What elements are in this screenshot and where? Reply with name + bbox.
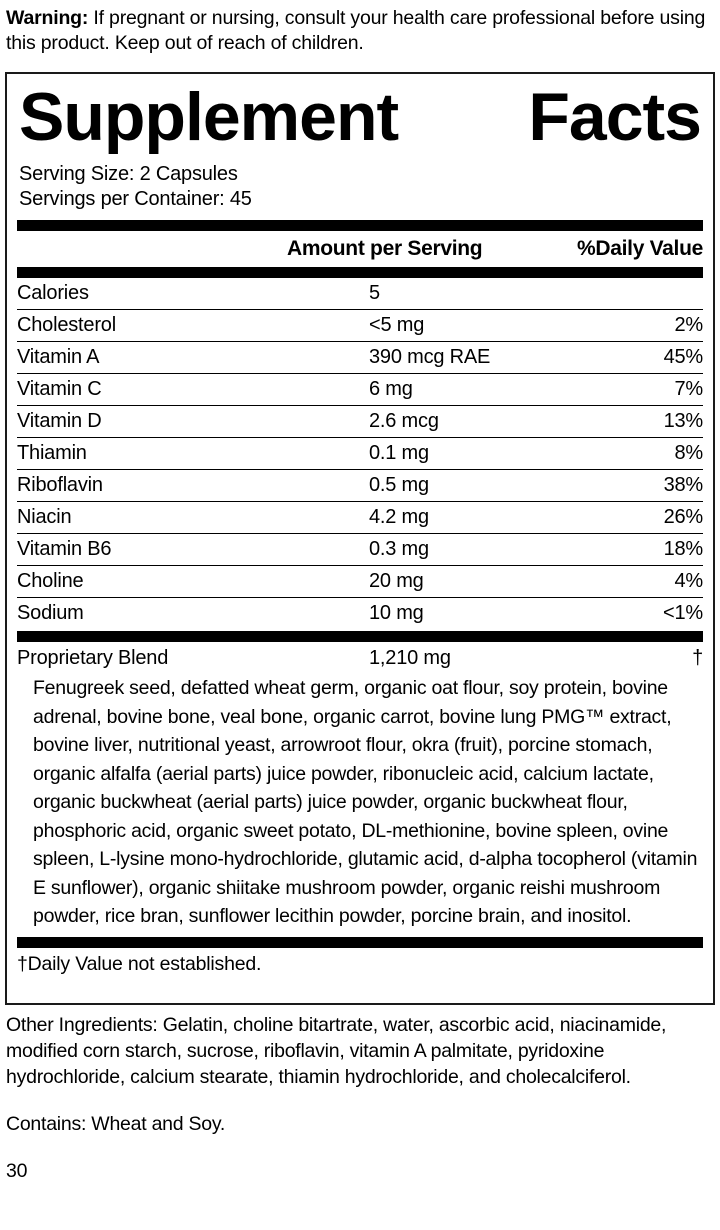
table-header-row: Amount per Serving %Daily Value [15, 231, 705, 267]
nutrient-amount: 0.3 mg [369, 538, 429, 560]
nutrient-name: Vitamin C [17, 378, 102, 400]
rule-above-footnote [17, 936, 703, 948]
other-ingredients: Other Ingredients: Gelatin, choline bita… [6, 1014, 667, 1088]
nutrient-name: Vitamin A [17, 346, 100, 368]
nutrient-daily-value: 18% [663, 538, 704, 560]
nutrient-daily-value: 4% [674, 570, 703, 592]
warning-text: If pregnant or nursing, consult your hea… [6, 7, 706, 54]
proprietary-blend-row: Proprietary Blend 1,210 mg † [15, 642, 705, 674]
table-row: Niacin 4.2 mg 26% [15, 502, 705, 533]
nutrient-amount: 0.5 mg [369, 474, 429, 496]
table-row: Choline 20 mg 4% [15, 566, 705, 597]
row-divider [17, 501, 703, 502]
below-panel-text: Other Ingredients: Gelatin, choline bita… [6, 1012, 716, 1184]
nutrient-daily-value: 8% [674, 442, 703, 464]
nutrient-amount: 2.6 mcg [369, 410, 439, 432]
nutrient-amount: 6 mg [369, 378, 413, 400]
nutrient-amount: 0.1 mg [369, 442, 429, 464]
table-row: Sodium 10 mg <1% [15, 598, 705, 629]
nutrient-name: Sodium [17, 602, 84, 624]
proprietary-blend-amount: 1,210 mg [369, 647, 451, 669]
row-divider [17, 597, 703, 598]
row-divider [17, 405, 703, 406]
page-number: 30 [6, 1160, 28, 1182]
nutrient-daily-value: <1% [663, 602, 703, 624]
warning-label: Warning: [6, 7, 89, 29]
nutrient-daily-value: 2% [674, 314, 703, 336]
row-divider [17, 373, 703, 374]
nutrient-daily-value: 7% [674, 378, 703, 400]
panel-title-word-facts: Facts [528, 79, 702, 155]
row-divider [17, 309, 703, 310]
table-row: Vitamin A 390 mcg RAE 45% [15, 342, 705, 373]
row-divider [17, 341, 703, 342]
nutrient-amount: <5 mg [369, 314, 425, 336]
nutrient-name: Niacin [17, 506, 72, 528]
nutrient-name: Thiamin [17, 442, 87, 464]
row-divider [17, 469, 703, 470]
header-amount-per-serving: Amount per Serving [287, 237, 483, 260]
panel-title: Supplement Facts [15, 74, 705, 156]
nutrient-table-body: Calories 5 Cholesterol <5 mg 2% Vitamin A 390 … [15, 278, 705, 629]
daily-value-footnote: †Daily Value not established. [17, 952, 262, 975]
table-row: Vitamin D 2.6 mcg 13% [15, 406, 705, 437]
nutrient-daily-value: 26% [663, 506, 704, 528]
header-spacer [17, 234, 287, 264]
warning-statement: Warning: If pregnant or nursing, consult… [6, 6, 714, 56]
table-row: Riboflavin 0.5 mg 38% [15, 470, 705, 501]
nutrient-amount: 20 mg [369, 570, 424, 592]
table-row: Thiamin 0.1 mg 8% [15, 438, 705, 469]
table-row: Vitamin C 6 mg 7% [15, 374, 705, 405]
nutrient-amount: 4.2 mg [369, 506, 429, 528]
table-row: Vitamin B6 0.3 mg 18% [15, 534, 705, 565]
nutrient-amount: 390 mcg RAE [369, 346, 491, 368]
panel-title-word-supplement: Supplement [19, 79, 399, 155]
nutrient-amount: 5 [369, 282, 380, 304]
table-row: Calories 5 [15, 278, 705, 309]
row-divider [17, 437, 703, 438]
proprietary-blend-ingredients: Fenugreek seed, defatted wheat germ, org… [33, 677, 698, 927]
nutrient-name: Calories [17, 282, 89, 304]
row-divider [17, 533, 703, 534]
rule-above-header [17, 220, 703, 231]
nutrient-name: Choline [17, 570, 84, 592]
nutrient-daily-value [537, 278, 703, 309]
rule-above-blend [17, 631, 703, 642]
nutrient-name: Cholesterol [17, 314, 116, 336]
nutrient-daily-value: 38% [663, 474, 704, 496]
table-row: Cholesterol <5 mg 2% [15, 310, 705, 341]
nutrient-name: Vitamin B6 [17, 538, 112, 560]
nutrient-daily-value: 13% [663, 410, 704, 432]
supplement-facts-panel: Supplement Facts Serving Size: 2 Capsule… [5, 72, 715, 1005]
rule-below-header [17, 267, 703, 278]
nutrient-amount: 10 mg [369, 602, 424, 624]
header-daily-value: %Daily Value [577, 237, 703, 260]
proprietary-blend-name: Proprietary Blend [17, 647, 169, 669]
nutrient-daily-value: 45% [663, 346, 704, 368]
row-divider [17, 565, 703, 566]
proprietary-blend-dv: † [692, 647, 703, 669]
nutrient-name: Vitamin D [17, 410, 102, 432]
servings-per-container: Servings per Container: 45 [19, 188, 252, 210]
serving-size: Serving Size: 2 Capsules [19, 163, 238, 185]
allergen-contains: Contains: Wheat and Soy. [6, 1113, 226, 1135]
nutrient-name: Riboflavin [17, 474, 103, 496]
